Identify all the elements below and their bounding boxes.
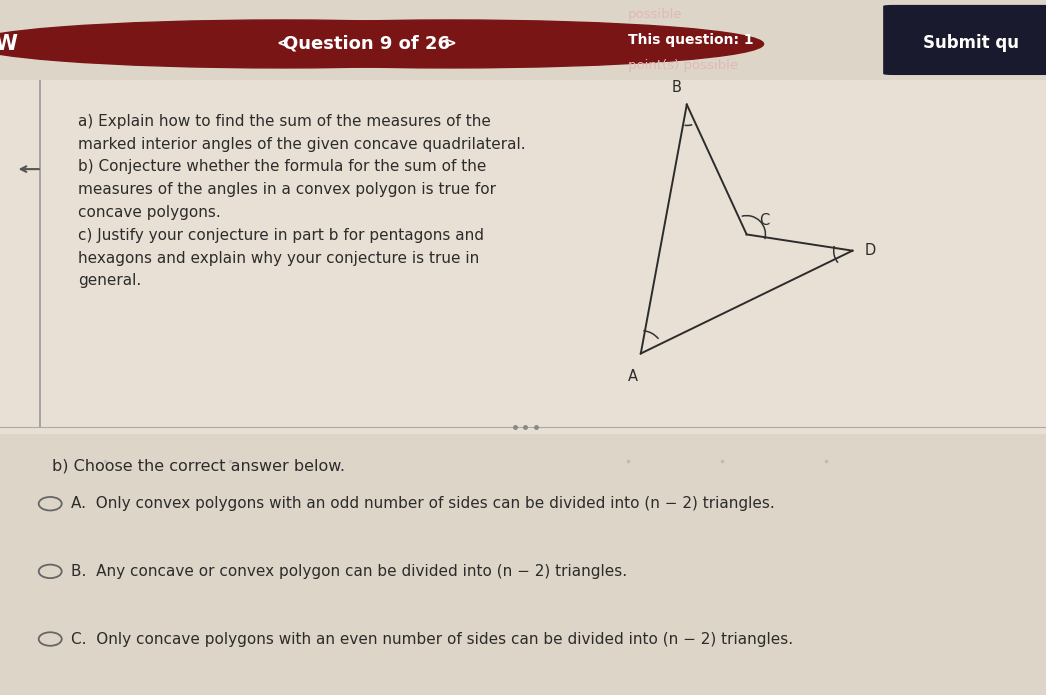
Text: point(s) possible: point(s) possible (628, 59, 737, 72)
Text: <: < (276, 36, 289, 51)
Text: A.  Only convex polygons with an odd number of sides can be divided into (n − 2): A. Only convex polygons with an odd numb… (71, 496, 775, 512)
Text: D: D (865, 243, 877, 258)
Text: C.  Only concave polygons with an even number of sides can be divided into (n − : C. Only concave polygons with an even nu… (71, 632, 793, 646)
FancyBboxPatch shape (884, 6, 1046, 74)
Text: b) Choose the correct answer below.: b) Choose the correct answer below. (52, 458, 345, 473)
Text: a) Explain how to find the sum of the measures of the
marked interior angles of : a) Explain how to find the sum of the me… (78, 114, 526, 288)
Text: B.  Any concave or convex polygon can be divided into (n − 2) triangles.: B. Any concave or convex polygon can be … (71, 564, 628, 579)
Text: A: A (628, 369, 637, 384)
Text: B: B (672, 81, 681, 95)
Text: C: C (759, 213, 770, 228)
FancyBboxPatch shape (0, 80, 1046, 434)
Text: This question: 1: This question: 1 (628, 33, 753, 47)
Text: Submit qu: Submit qu (923, 34, 1019, 52)
Text: possible: possible (628, 8, 682, 21)
Circle shape (0, 20, 596, 68)
Text: Question 9 of 26: Question 9 of 26 (282, 35, 450, 53)
Text: >: > (444, 36, 456, 51)
Circle shape (136, 20, 764, 68)
Text: W: W (0, 34, 18, 54)
